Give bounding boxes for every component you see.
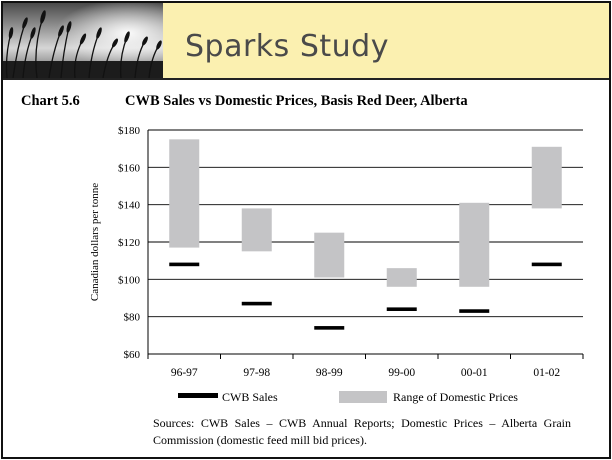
y-tick-label: $140 bbox=[118, 200, 141, 212]
y-tick-label: $120 bbox=[118, 237, 141, 249]
banner-title: Sparks Study bbox=[185, 29, 389, 64]
x-tick-label: 96-97 bbox=[171, 367, 198, 379]
legend-label-cwb-sales: CWB Sales bbox=[222, 390, 278, 404]
domestic-price-range-bar bbox=[314, 232, 345, 278]
domestic-price-range-bar bbox=[241, 208, 272, 252]
chart-plot: $60 $80 $100 $120 $140 $160 $180 96-97 97-98 98-9… bbox=[89, 125, 584, 404]
wheat-photo-graphic bbox=[3, 3, 163, 78]
domestic-price-range-bar bbox=[169, 139, 200, 248]
banner-divider bbox=[3, 78, 609, 80]
title-banner: Sparks Study bbox=[163, 3, 609, 78]
cwb-markers bbox=[169, 262, 562, 330]
chart-title: CWB Sales vs Domestic Prices, Basis Red … bbox=[125, 93, 468, 109]
cwb-sales-marker bbox=[241, 301, 272, 306]
wheat-field-photo bbox=[3, 3, 163, 78]
legend: CWB Sales Range of Domestic Prices bbox=[178, 390, 518, 404]
sources-note: Sources: CWB Sales – CWB Annual Reports;… bbox=[153, 416, 571, 447]
y-axis-label: Canadian dollars per tonne bbox=[89, 183, 101, 301]
domestic-price-range-bar bbox=[386, 268, 417, 287]
axes: $60 $80 $100 $120 $140 $160 $180 96-97 97-98 98-9… bbox=[89, 125, 584, 379]
domestic-price-range-bar bbox=[459, 202, 490, 287]
cwb-sales-marker bbox=[314, 326, 345, 330]
x-tick-label: 01-02 bbox=[533, 367, 560, 379]
cwb-sales-marker bbox=[531, 262, 562, 267]
cwb-sales-marker bbox=[386, 307, 417, 311]
range-bars bbox=[169, 139, 562, 287]
gridlines bbox=[148, 129, 583, 318]
legend-label-domestic-range: Range of Domestic Prices bbox=[393, 390, 518, 404]
x-tick-label: 97-98 bbox=[243, 367, 270, 379]
x-tick-label: 99-00 bbox=[388, 367, 415, 379]
legend-swatch-domestic-range bbox=[339, 391, 387, 403]
domestic-price-range-bar bbox=[531, 146, 562, 209]
x-tick-label: 00-01 bbox=[461, 367, 488, 379]
legend-swatch-cwb-sales bbox=[178, 393, 218, 398]
y-tick-label: $80 bbox=[124, 312, 141, 324]
y-tick-label: $160 bbox=[118, 162, 141, 174]
cwb-sales-marker bbox=[459, 309, 490, 313]
x-tick-label: 98-99 bbox=[316, 367, 343, 379]
chart-number: Chart 5.6 bbox=[21, 93, 80, 109]
cwb-sales-marker bbox=[169, 262, 200, 267]
y-tick-label: $180 bbox=[118, 125, 141, 137]
y-tick-label: $60 bbox=[124, 349, 141, 361]
y-tick-label: $100 bbox=[118, 274, 141, 286]
